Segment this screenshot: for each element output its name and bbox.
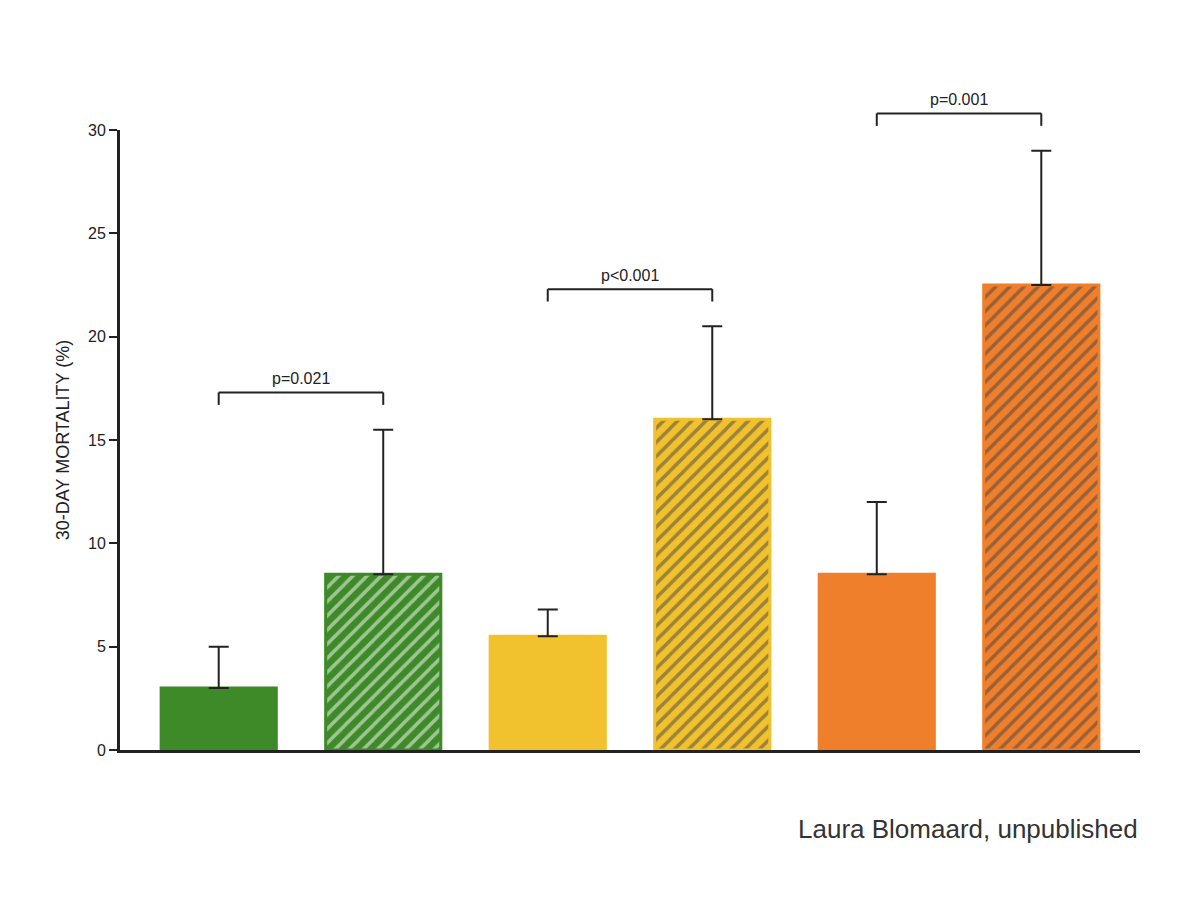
svg-text:30-DAY MORTALITY (%): 30-DAY MORTALITY (%): [53, 340, 73, 540]
svg-text:20: 20: [88, 328, 106, 345]
svg-text:p=0.021: p=0.021: [272, 370, 330, 387]
svg-text:5: 5: [97, 638, 106, 655]
svg-text:30: 30: [88, 122, 106, 139]
svg-text:p=0.001: p=0.001: [930, 91, 988, 108]
svg-text:p<0.001: p<0.001: [601, 267, 659, 284]
svg-text:25: 25: [88, 225, 106, 242]
svg-text:15: 15: [88, 432, 106, 449]
svg-text:0: 0: [97, 742, 106, 759]
svg-text:Laura Blomaard, unpublished: Laura Blomaard, unpublished: [798, 814, 1138, 844]
svg-text:10: 10: [88, 535, 106, 552]
